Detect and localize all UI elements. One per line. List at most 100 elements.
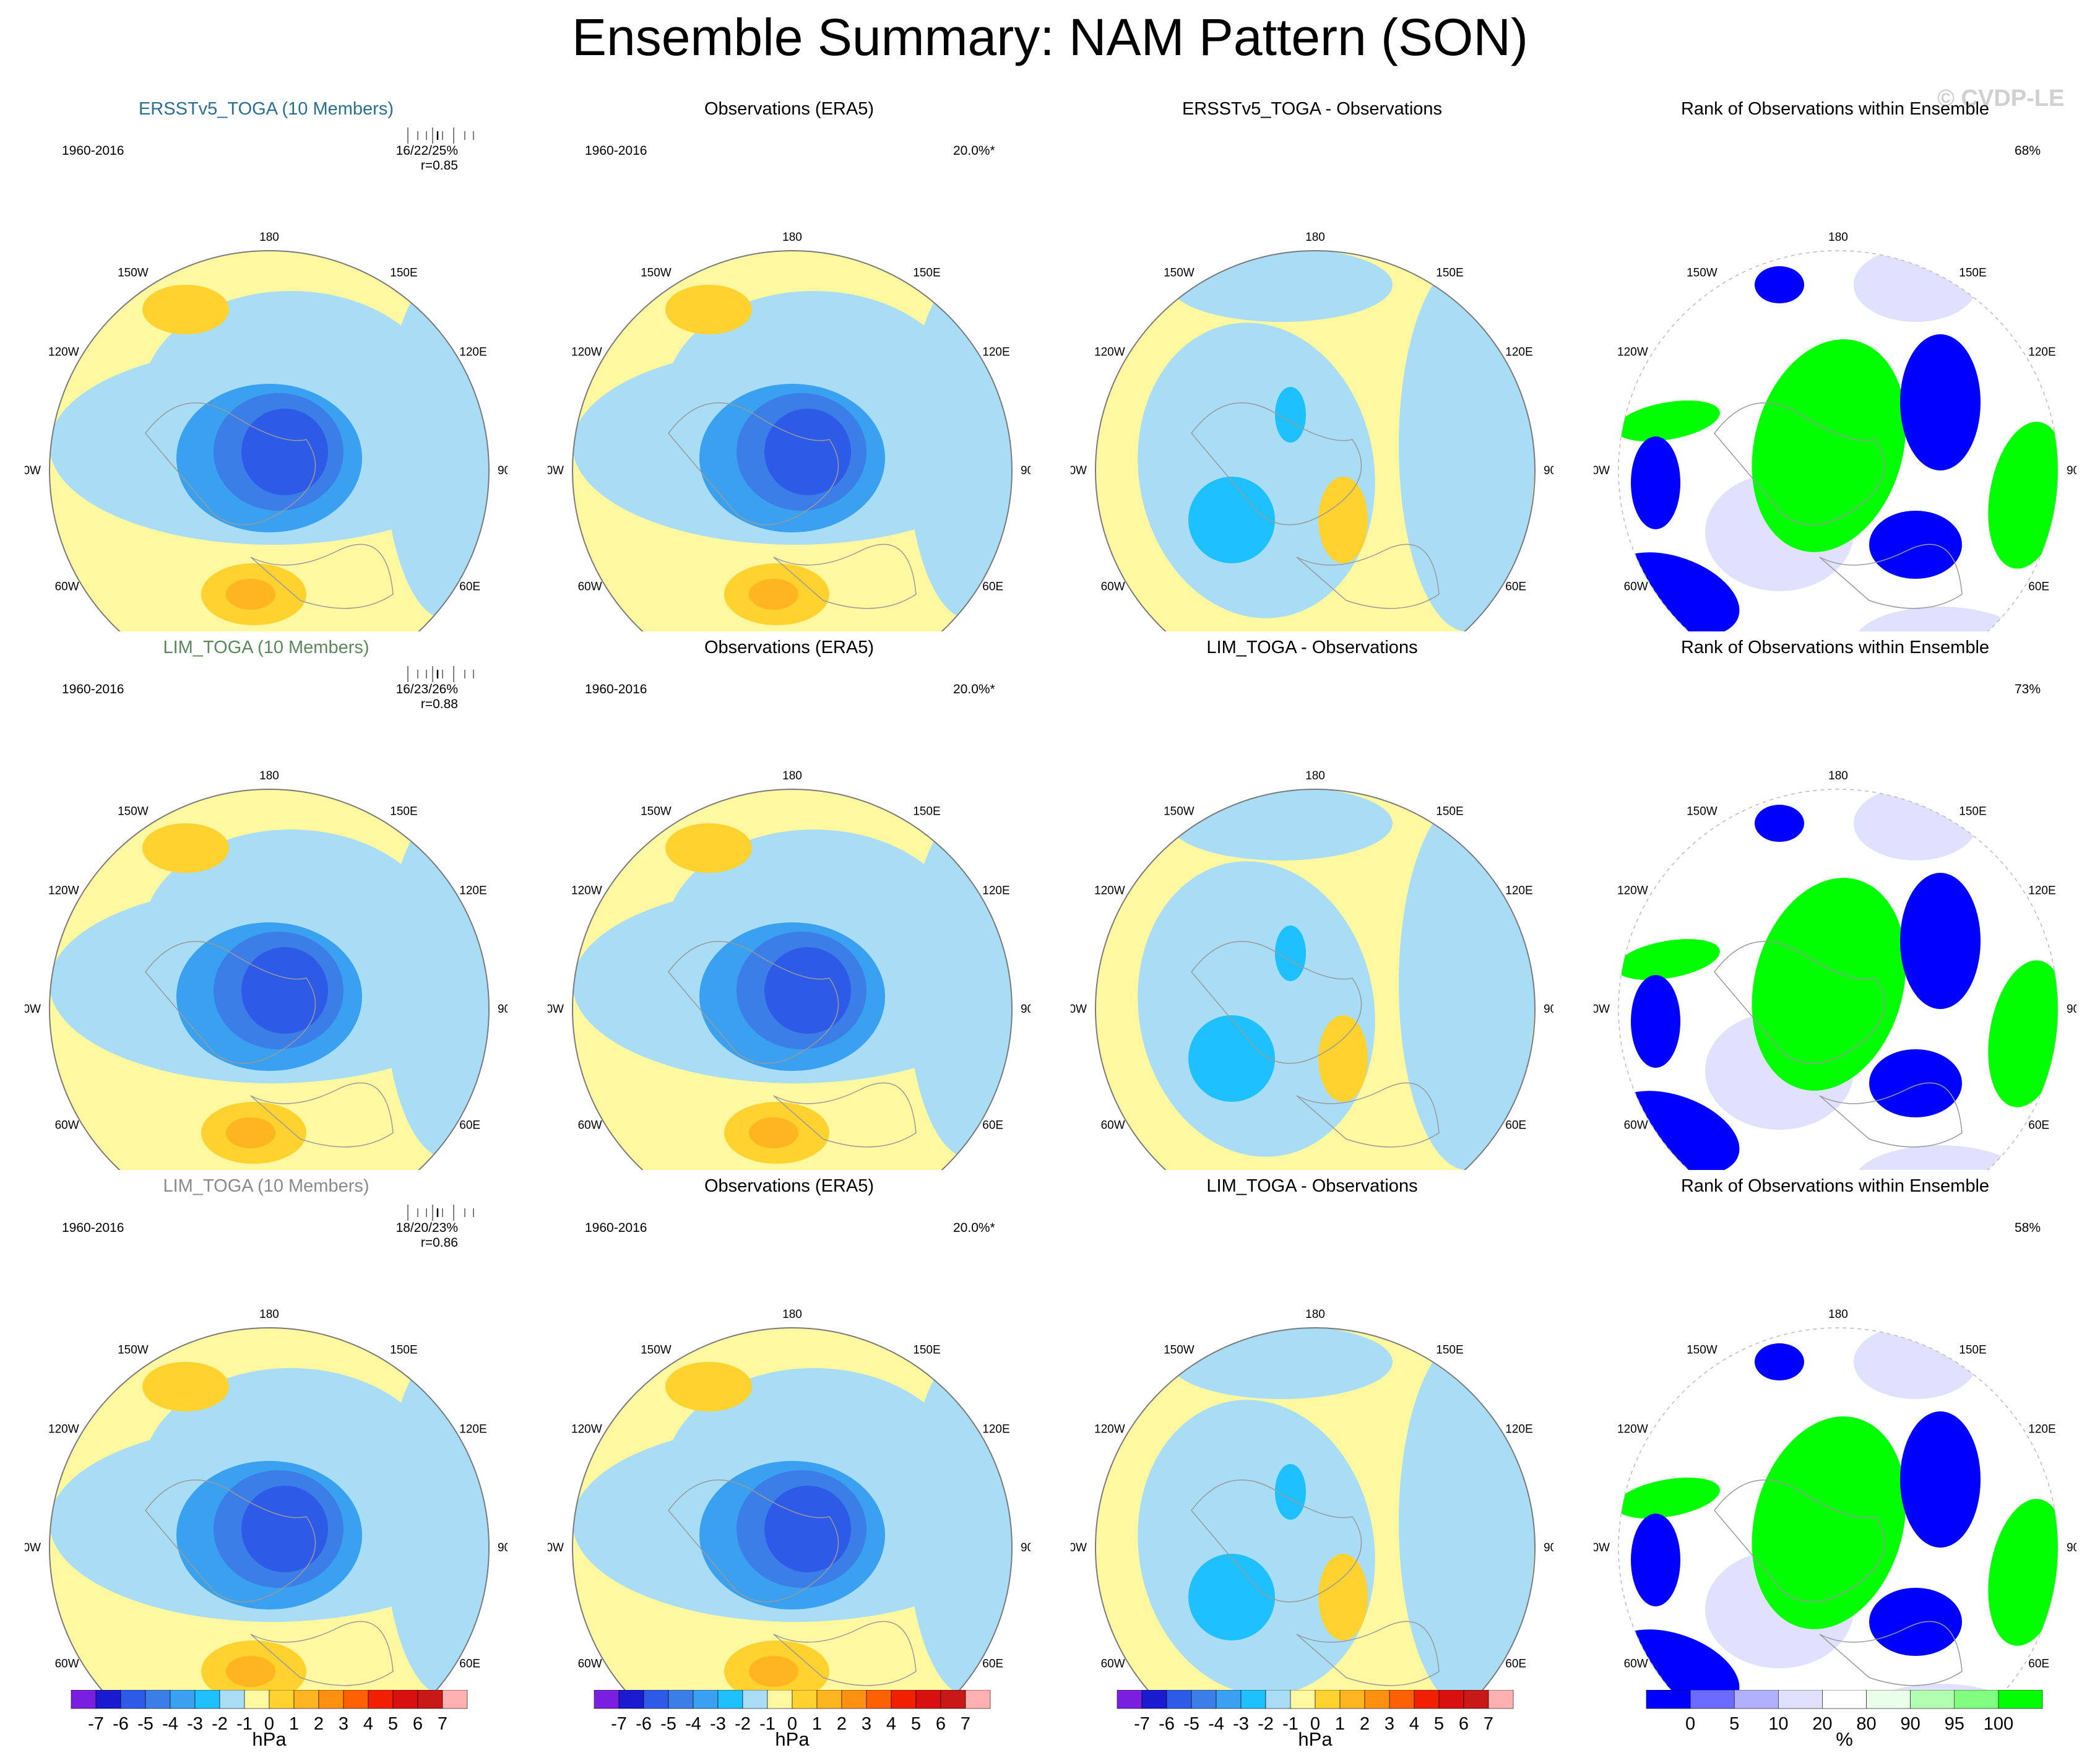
longitude-label: 90W bbox=[1071, 1003, 1087, 1016]
longitude-label: 60E bbox=[459, 1658, 480, 1671]
negative-contour bbox=[764, 947, 851, 1034]
longitude-label: 150W bbox=[118, 1344, 149, 1357]
model-panel-row3: 180150E120E90E60E30E030W60W90W120W150WLI… bbox=[25, 1176, 508, 1709]
longitude-label: 150E bbox=[1959, 1344, 1986, 1357]
colorbar-unit: hPa bbox=[252, 1728, 287, 1750]
model-map: 180150E120E90E60E30E030W60W90W120W150W bbox=[25, 231, 508, 631]
positive-contour bbox=[749, 1656, 798, 1687]
diff-map: 180150E120E90E60E30E030W60W90W120W150W bbox=[1071, 231, 1553, 631]
coastline bbox=[145, 941, 316, 1064]
longitude-label: 60E bbox=[982, 1658, 1003, 1671]
colorbar-swatch bbox=[891, 1690, 917, 1709]
colorbar-label: -7 bbox=[88, 1714, 104, 1734]
longitude-label: 120W bbox=[571, 885, 602, 898]
negative-contour bbox=[1275, 925, 1306, 981]
longitude-label: 120W bbox=[1094, 885, 1125, 898]
longitude-label: 150E bbox=[390, 267, 417, 280]
member-spread-ticks bbox=[407, 128, 474, 144]
colorbar-label: 4 bbox=[886, 1714, 896, 1734]
negative-contour bbox=[764, 1486, 851, 1572]
longitude-label: 150E bbox=[1959, 267, 1986, 280]
obs-field bbox=[573, 1328, 1012, 1709]
colorbar-swatch bbox=[244, 1690, 270, 1709]
colorbar-label: -7 bbox=[1134, 1714, 1150, 1734]
longitude-label: 60W bbox=[55, 1119, 79, 1132]
coastline bbox=[1191, 402, 1362, 526]
longitude-label: 90W bbox=[25, 464, 41, 477]
obs-map: 180150E120E90E60E30E030W60W90W120W150W bbox=[548, 1308, 1031, 1709]
rank-region-low bbox=[1869, 511, 1962, 579]
colorbar-label: 90 bbox=[1901, 1714, 1921, 1734]
colorbar-label: 1 bbox=[812, 1714, 822, 1734]
longitude-label: 120E bbox=[1505, 346, 1532, 359]
obs-panel-row3: 180150E120E90E60E30E030W60W90W120W150WOb… bbox=[548, 1176, 1031, 1709]
diff-map: 180150E120E90E60E30E030W60W90W120W150W bbox=[1071, 1308, 1553, 1709]
colorbar-swatch bbox=[767, 1690, 793, 1709]
longitude-label: 180 bbox=[1305, 1308, 1325, 1321]
colorbar-swatch bbox=[293, 1690, 319, 1709]
colorbar-label: 5 bbox=[1434, 1714, 1444, 1734]
negative-contour bbox=[241, 1486, 328, 1572]
map-boundary bbox=[572, 1327, 1013, 1709]
colorbar-label: -5 bbox=[1183, 1714, 1199, 1734]
rank-region-high bbox=[1988, 1499, 2058, 1646]
colorbar-swatch bbox=[1646, 1690, 1691, 1709]
longitude-label: 90E bbox=[2067, 1541, 2076, 1554]
colorbar-swatch bbox=[1414, 1690, 1440, 1709]
colorbar-unit: hPa bbox=[1298, 1728, 1333, 1750]
longitude-label: 180 bbox=[782, 231, 802, 244]
coastline bbox=[1714, 941, 1885, 1064]
colorbar-label: 3 bbox=[339, 1714, 348, 1734]
longitude-label: 90E bbox=[2067, 1003, 2076, 1016]
explained-variance: 20.0%* bbox=[953, 682, 995, 696]
colorbar-label: 10 bbox=[1768, 1714, 1788, 1734]
colorbar-label: -7 bbox=[611, 1714, 627, 1734]
positive-contour bbox=[1318, 1015, 1368, 1102]
coastline bbox=[773, 1621, 917, 1686]
coastline bbox=[668, 1479, 839, 1603]
longitude-label: 180 bbox=[782, 1308, 802, 1321]
longitude-label: 120E bbox=[2028, 1423, 2055, 1436]
colorbar-swatch bbox=[392, 1690, 418, 1709]
coastline bbox=[145, 402, 316, 526]
colorbar-label: 2 bbox=[837, 1714, 847, 1734]
longitude-label: 150E bbox=[390, 1344, 417, 1357]
negative-area bbox=[907, 811, 1012, 1158]
model-panel-title: LIM_TOGA (10 Members) bbox=[163, 638, 369, 657]
longitude-label: 120W bbox=[1094, 346, 1125, 359]
negative-area bbox=[384, 811, 489, 1158]
longitude-label: 150E bbox=[913, 267, 940, 280]
period-label: 1960-2016 bbox=[585, 1221, 647, 1235]
longitude-label: 60E bbox=[1505, 1119, 1526, 1132]
rank-region-light bbox=[1854, 607, 2027, 631]
longitude-label: 120W bbox=[48, 885, 79, 898]
longitude-label: 120W bbox=[1617, 1423, 1648, 1436]
colorbar-label: 6 bbox=[413, 1714, 423, 1734]
longitude-label: 60W bbox=[578, 581, 602, 594]
coastline bbox=[1296, 1082, 1440, 1148]
colorbar-swatch bbox=[1216, 1690, 1242, 1709]
map-boundary bbox=[1618, 1327, 2059, 1709]
longitude-label: 90W bbox=[548, 464, 564, 477]
longitude-label: 120W bbox=[48, 346, 79, 359]
rank-region-light bbox=[1854, 1145, 2027, 1170]
negative-area bbox=[1170, 251, 1393, 322]
explained-variance: 20.0%* bbox=[953, 144, 995, 158]
colorbar-label: -6 bbox=[113, 1714, 129, 1734]
rank-region-light bbox=[1854, 1328, 1977, 1399]
explained-variance: 68% bbox=[2015, 144, 2041, 158]
longitude-label: 150E bbox=[913, 1344, 940, 1357]
longitude-label: 90E bbox=[1021, 1541, 1031, 1554]
longitude-label: 150W bbox=[1164, 1344, 1195, 1357]
colorbar-label: 80 bbox=[1856, 1714, 1876, 1734]
longitude-label: 120E bbox=[459, 346, 486, 359]
longitude-label: 150E bbox=[1436, 267, 1463, 280]
longitude-label: 120W bbox=[1617, 346, 1648, 359]
colorbar-label: 0 bbox=[264, 1714, 274, 1734]
colorbar-label: -6 bbox=[636, 1714, 652, 1734]
colorbar-label: 5 bbox=[388, 1714, 398, 1734]
longitude-label: 120W bbox=[571, 1423, 602, 1436]
rank-map: 180150E120E90E60E30E030W60W90W120W150W bbox=[1594, 769, 2076, 1170]
map-boundary bbox=[1095, 789, 1536, 1170]
